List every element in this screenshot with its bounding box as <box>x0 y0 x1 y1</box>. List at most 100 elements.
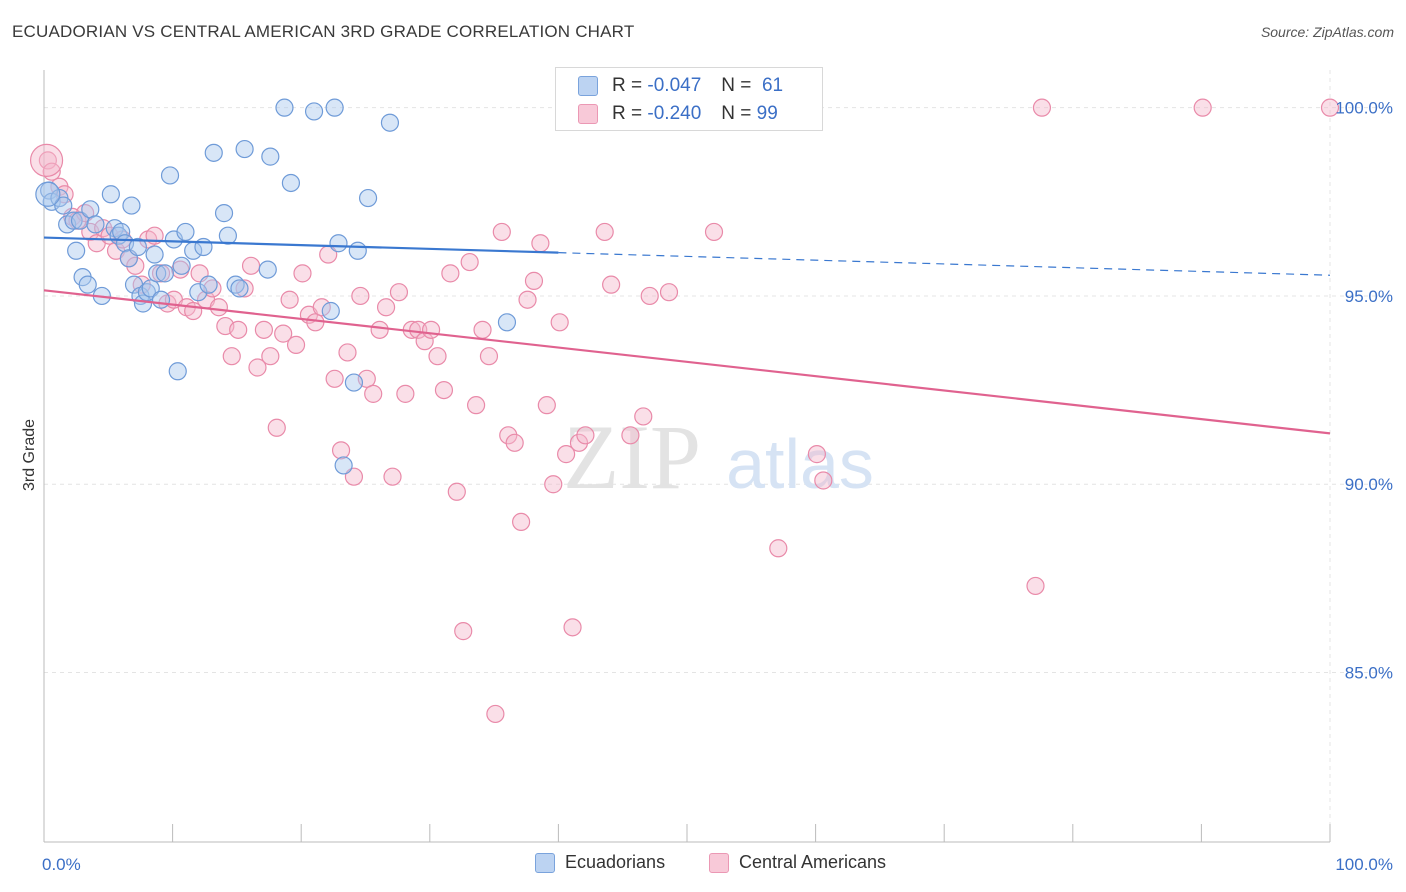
central-americans-point <box>544 475 563 494</box>
central-americans-point <box>602 275 621 294</box>
central-americans-point <box>807 445 826 464</box>
legend-r-value-1: -0.047 <box>647 75 702 96</box>
central-americans-point <box>524 271 544 290</box>
series-legend-ecuadorians: Ecuadorians <box>535 852 665 873</box>
ecuadorians-point <box>151 290 171 309</box>
central-americans-point <box>274 324 293 343</box>
ecuadorians-point <box>204 143 223 162</box>
y-tick-label: 95.0% <box>1345 287 1393 306</box>
central-americans-point <box>447 482 466 501</box>
central-americans-point <box>621 426 640 445</box>
ecuadorians-point <box>230 279 249 298</box>
watermark: ZIP atlas <box>563 406 874 508</box>
legend-r-label-1: R = <box>612 75 643 96</box>
central-americans-point <box>441 264 460 283</box>
central-americans-point <box>499 426 518 445</box>
central-americans-point <box>814 471 833 490</box>
central-americans-point <box>235 279 254 298</box>
central-americans-point <box>460 252 479 272</box>
ecuadorians-point <box>380 113 400 132</box>
central-americans-point <box>563 618 582 637</box>
series-swatch-pink <box>709 852 729 873</box>
central-americans-point <box>267 418 286 437</box>
central-americans-point <box>241 256 261 275</box>
legend-n-value-2: 99 <box>756 103 778 124</box>
ecuadorians-point <box>348 241 367 260</box>
ecuadorians-point <box>176 222 195 242</box>
ecuadorians-point <box>321 301 340 321</box>
central-americans-point <box>486 704 505 724</box>
central-americans-point <box>518 290 537 309</box>
central-americans-point <box>659 283 679 302</box>
ecuadorians-point <box>122 196 141 215</box>
legend-n-label-1: N = <box>721 75 752 96</box>
central-americans-point <box>1026 576 1045 596</box>
central-americans-point <box>409 320 428 339</box>
central-americans-point <box>261 347 280 366</box>
ecuadorians-point <box>497 313 517 332</box>
ecuadorians-trendline-extension <box>558 252 1331 276</box>
ecuadorians-point <box>133 294 153 313</box>
ecuadorians-point <box>199 275 218 294</box>
watermark-zip: ZIP <box>563 406 701 508</box>
ecuadorians-point <box>64 211 83 230</box>
central-americans-point <box>229 320 248 339</box>
central-americans-point <box>512 512 531 532</box>
ecuadorians-point <box>101 185 120 204</box>
central-americans-point <box>1320 98 1340 117</box>
ecuadorians-point <box>304 102 324 121</box>
central-americans-point <box>640 286 659 306</box>
central-americans-point <box>396 384 415 403</box>
legend-row-central-americans: R = -0.240 N = 99 <box>578 102 778 126</box>
central-americans-point <box>428 347 447 366</box>
watermark-atlas: atlas <box>726 425 874 503</box>
x-tick-label-end: 100.0% <box>1335 855 1393 874</box>
legend-row-ecuadorians: R = -0.047 N = 61 <box>578 74 783 98</box>
ecuadorians-trendline <box>43 236 559 254</box>
central-americans-point <box>634 407 653 426</box>
central-americans-point <box>479 347 499 366</box>
ecuadorians-point <box>275 98 294 117</box>
ecuadorians-point <box>258 260 277 279</box>
central-americans-point <box>376 298 396 317</box>
central-americans-point <box>454 622 473 641</box>
central-americans-point <box>370 320 389 339</box>
legend-r-value-2: -0.240 <box>647 103 702 124</box>
legend-n-label-2: N = <box>721 103 752 124</box>
central-americans-point <box>1032 98 1052 117</box>
central-americans-point <box>38 151 57 170</box>
central-americans-point <box>576 426 595 445</box>
ecuadorians-point <box>358 188 378 208</box>
y-tick-label: 85.0% <box>1345 664 1393 683</box>
central-americans-point <box>344 467 364 486</box>
ecuadorians-point <box>141 279 160 298</box>
ecuadorians-point <box>160 166 180 185</box>
ecuadorians-point <box>70 211 90 230</box>
ecuadorians-points <box>35 98 517 475</box>
central-americans-point <box>351 286 370 306</box>
legend-swatch-blue <box>578 76 598 96</box>
ecuadorians-point <box>67 241 86 260</box>
central-americans-point <box>312 298 331 317</box>
ecuadorians-point <box>145 245 164 264</box>
central-americans-point <box>473 320 492 339</box>
central-americans-points <box>29 98 1340 724</box>
series-swatch-blue <box>535 852 555 873</box>
ecuadorians-point <box>235 139 254 159</box>
central-americans-point <box>557 445 576 464</box>
gridlines <box>44 70 1390 842</box>
central-americans-point-large <box>29 143 64 177</box>
central-americans-point <box>569 433 589 452</box>
central-americans-point <box>550 313 569 332</box>
series-label-ecuadorians: Ecuadorians <box>565 852 666 872</box>
y-tick-label: 90.0% <box>1345 475 1393 494</box>
central-americans-point <box>280 290 299 309</box>
series-legend-central-americans: Central Americans <box>709 852 886 873</box>
legend-n-value-1: 61 <box>761 75 784 96</box>
central-americans-point <box>595 222 614 242</box>
central-americans-point <box>383 467 402 486</box>
central-americans-point <box>769 539 788 558</box>
central-americans-point <box>126 256 145 275</box>
central-americans-point <box>389 283 409 302</box>
